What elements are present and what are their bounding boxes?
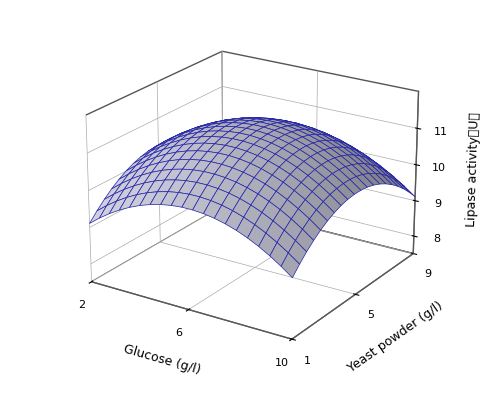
Y-axis label: Yeast powder (g/l): Yeast powder (g/l) xyxy=(346,299,446,375)
X-axis label: Glucose (g/l): Glucose (g/l) xyxy=(122,342,202,377)
